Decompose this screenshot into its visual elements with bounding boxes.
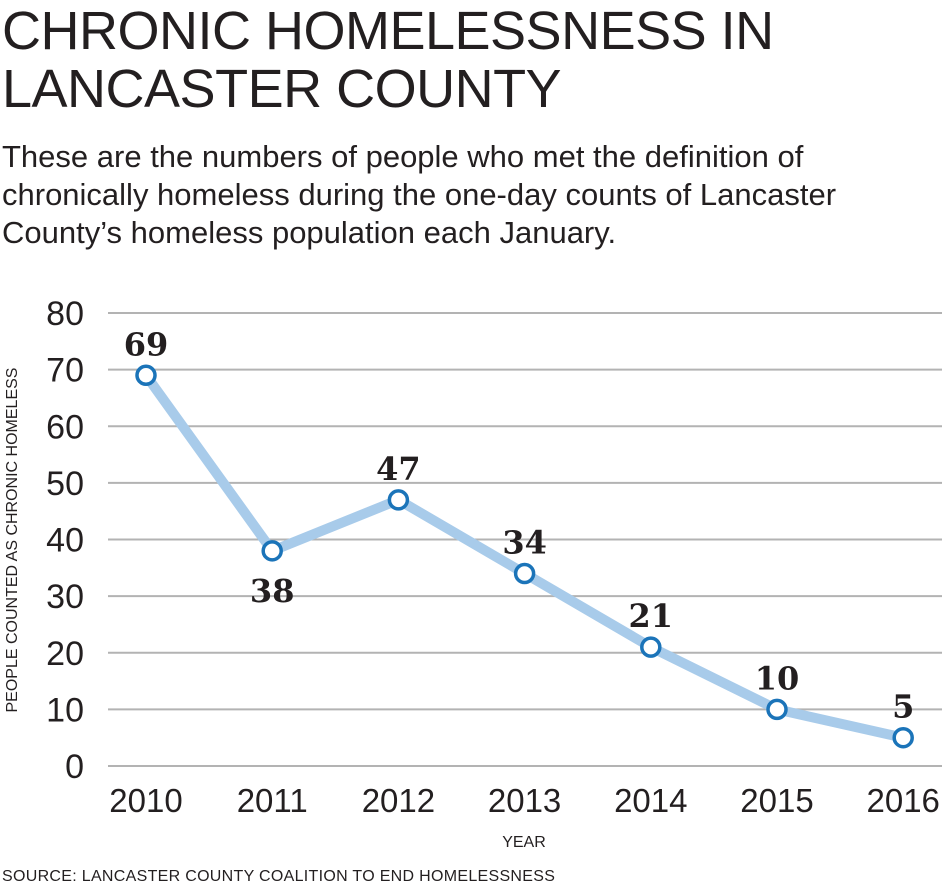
data-label: 38 [250, 572, 295, 610]
y-tick-label: 40 [46, 522, 84, 560]
data-point [513, 562, 536, 585]
x-tick-label: 2013 [488, 782, 561, 819]
y-tick-label: 30 [46, 578, 84, 616]
data-point [261, 540, 283, 562]
y-tick-label: 10 [46, 691, 84, 729]
chart-title: CHRONIC HOMELESSNESS IN LANCASTER COUNTY [2, 1, 774, 119]
data-point [135, 364, 157, 387]
data-point [640, 636, 662, 658]
x-tick-label: 2014 [614, 782, 687, 819]
source-note: SOURCE: LANCASTER COUNTY COALITION TO EN… [2, 868, 556, 885]
data-label: 10 [755, 659, 800, 697]
data-point [766, 698, 788, 721]
y-axis-label: PEOPLE COUNTED AS CHRONIC HOMELESS [4, 368, 21, 713]
data-point [387, 489, 410, 511]
y-tick-label: 80 [46, 295, 84, 333]
data-label: 34 [502, 523, 547, 561]
data-label: 69 [124, 325, 169, 363]
x-axis-label: YEAR [502, 834, 546, 851]
y-tick-label: 50 [46, 465, 84, 503]
y-tick-label: 0 [65, 748, 84, 786]
x-tick-label: 2015 [740, 782, 813, 819]
x-tick-label: 2016 [866, 782, 939, 819]
y-tick-label: 60 [46, 408, 84, 446]
y-tick-label: 20 [46, 635, 84, 673]
data-label: 21 [629, 597, 674, 635]
y-tick-label: 70 [46, 352, 84, 390]
data-label: 5 [892, 688, 914, 726]
data-label: 47 [376, 450, 421, 488]
data-point [892, 726, 914, 749]
x-tick-label: 2012 [362, 782, 435, 819]
x-tick-label: 2010 [109, 782, 182, 819]
chart-subtitle: These are the numbers of people who met … [2, 139, 837, 250]
x-tick-label: 2011 [237, 782, 308, 819]
